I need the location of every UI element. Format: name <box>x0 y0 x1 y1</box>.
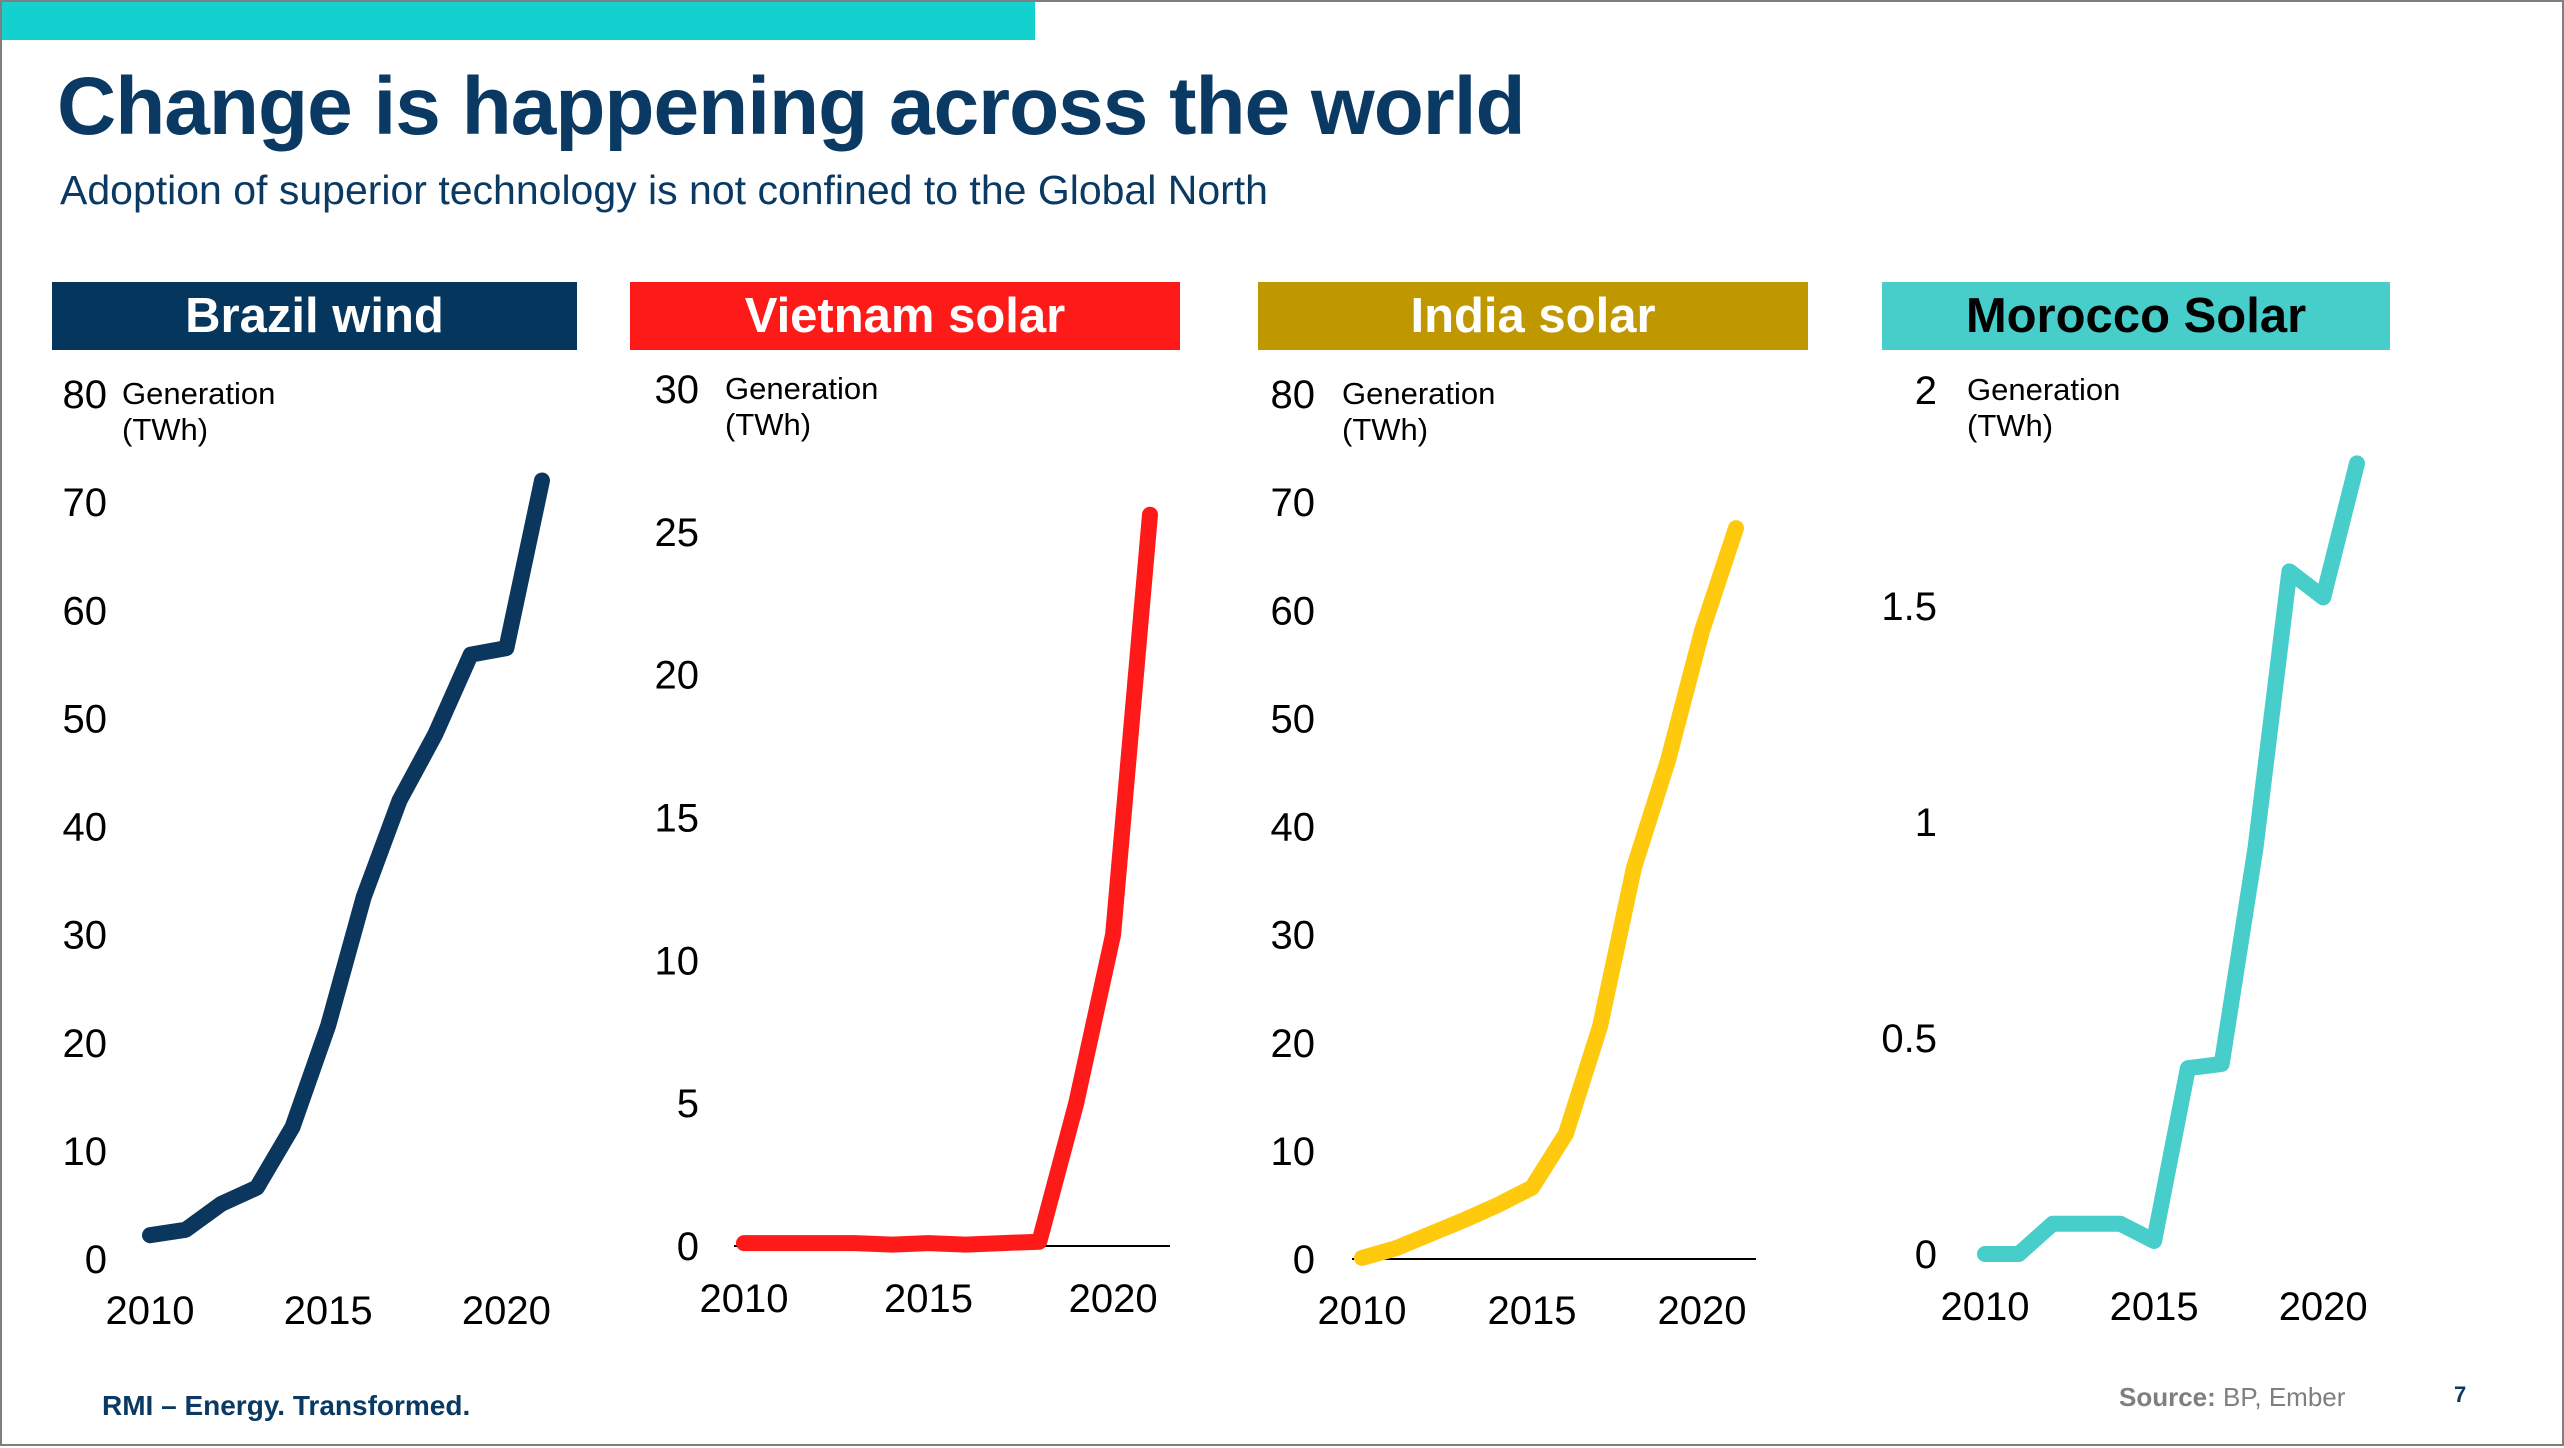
y-tick-label: 10 <box>655 939 700 983</box>
y-axis-unit: (TWh) <box>1967 408 2053 443</box>
x-tick-label: 2020 <box>462 1289 551 1333</box>
page-subtitle: Adoption of superior technology is not c… <box>60 167 1268 213</box>
y-tick-label: 20 <box>63 1022 108 1066</box>
x-tick-label: 2010 <box>1318 1289 1407 1333</box>
footer-brand: RMI – Energy. Transformed. <box>102 1390 471 1421</box>
x-tick-label: 2020 <box>1069 1277 1158 1321</box>
series-line <box>1977 455 2365 1262</box>
y-tick-label: 5 <box>677 1082 699 1126</box>
y-tick-label: 40 <box>1271 806 1316 850</box>
y-tick-label: 60 <box>1271 589 1316 633</box>
y-tick-label: 50 <box>63 697 108 741</box>
y-tick-label: 70 <box>63 481 108 525</box>
y-tick-label: 50 <box>1271 697 1316 741</box>
page-number: 7 <box>2454 1382 2467 1407</box>
y-axis-unit: (TWh) <box>122 412 208 447</box>
panel-header-brazil-wind: Brazil wind <box>52 282 577 350</box>
y-tick-label: 10 <box>63 1130 108 1174</box>
y-tick-label: 60 <box>63 589 108 633</box>
x-tick-label: 2010 <box>106 1289 195 1333</box>
y-tick-label: 1.5 <box>1881 585 1937 629</box>
x-tick-label: 2020 <box>1658 1289 1747 1333</box>
y-tick-label: 20 <box>1271 1022 1316 1066</box>
series-line <box>1354 520 1744 1266</box>
x-tick-label: 2015 <box>2110 1285 2199 1329</box>
accent-bar <box>2 2 1035 40</box>
y-axis-label: Generation <box>1342 376 1495 411</box>
y-tick-label: 10 <box>1271 1130 1316 1174</box>
x-tick-label: 2020 <box>2279 1285 2368 1329</box>
y-tick-label: 0.5 <box>1881 1017 1937 1061</box>
panel-header-morocco-solar: Morocco Solar <box>1882 282 2390 350</box>
source-text: BP, Ember <box>2223 1382 2346 1412</box>
y-tick-label: 0 <box>85 1238 107 1282</box>
x-tick-label: 2015 <box>1488 1289 1577 1333</box>
x-tick-label: 2015 <box>884 1277 973 1321</box>
y-axis-unit: (TWh) <box>1342 412 1428 447</box>
x-tick-label: 2015 <box>284 1289 373 1333</box>
y-tick-label: 80 <box>63 373 108 417</box>
y-tick-label: 0 <box>1915 1233 1937 1277</box>
y-axis-unit: (TWh) <box>725 407 811 442</box>
y-tick-label: 70 <box>1271 481 1316 525</box>
y-tick-label: 0 <box>677 1225 699 1269</box>
y-tick-label: 20 <box>655 654 700 698</box>
footer-source: Source: BP, Ember <box>2119 1382 2345 1413</box>
y-tick-label: 30 <box>63 914 108 958</box>
y-tick-label: 30 <box>1271 914 1316 958</box>
y-tick-label: 25 <box>655 511 700 555</box>
page-title: Change is happening across the world <box>57 61 1526 152</box>
x-tick-label: 2010 <box>1941 1285 2030 1329</box>
y-tick-label: 2 <box>1915 369 1937 413</box>
y-tick-label: 15 <box>655 797 700 841</box>
x-tick-label: 2010 <box>700 1277 789 1321</box>
y-tick-label: 40 <box>63 806 108 850</box>
y-tick-label: 1 <box>1915 801 1937 845</box>
panel-header-vietnam-solar: Vietnam solar <box>630 282 1180 350</box>
y-axis-label: Generation <box>725 371 878 406</box>
y-axis-label: Generation <box>122 376 275 411</box>
y-axis-label: Generation <box>1967 372 2120 407</box>
source-label: Source: <box>2119 1382 2216 1412</box>
panel-header-india-solar: India solar <box>1258 282 1808 350</box>
y-tick-label: 0 <box>1293 1238 1315 1282</box>
y-tick-label: 80 <box>1271 373 1316 417</box>
series-line <box>142 472 550 1244</box>
y-tick-label: 30 <box>655 368 700 412</box>
series-line <box>736 506 1158 1253</box>
